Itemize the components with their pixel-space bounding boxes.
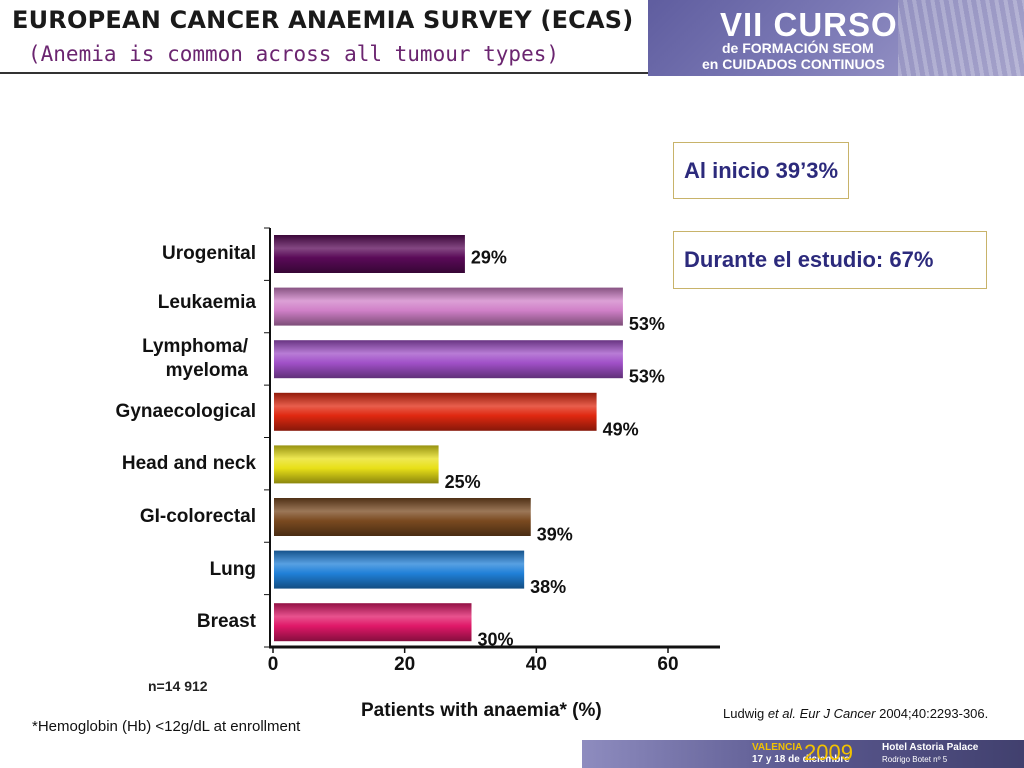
bar-3 — [274, 392, 597, 431]
data-label-5: 39% — [537, 525, 573, 545]
category-label-line: Head and neck — [121, 453, 256, 475]
banner-line2: de FORMACIÓN SEOM — [722, 40, 874, 56]
citation-ref: 2004;40:2293-306. — [875, 706, 989, 721]
bar-7 — [274, 603, 472, 642]
bar-0 — [274, 235, 465, 273]
data-label-0: 29% — [471, 248, 507, 268]
bar-2 — [274, 340, 623, 379]
category-label-0: Urogenital — [162, 242, 256, 266]
footer-dates: 17 y 18 de diciembre — [752, 754, 850, 765]
callout-during-text: Durante el estudio: 67% — [684, 247, 934, 272]
category-label-1: Leukaemia — [158, 291, 256, 315]
category-label-4: Head and neck — [122, 452, 256, 476]
category-label-5: GI-colorectal — [140, 505, 256, 529]
data-label-7: 30% — [478, 630, 514, 650]
category-label-line: Gynaecological — [115, 400, 256, 422]
bar-6 — [274, 550, 525, 589]
footer-city: VALENCIA — [752, 742, 803, 753]
x-tick-label: 0 — [268, 654, 279, 675]
x-tick-label: 40 — [526, 654, 547, 675]
x-tick-label: 20 — [394, 654, 415, 675]
data-label-2: 53% — [629, 367, 665, 387]
category-label-line: Breast — [196, 611, 256, 633]
category-label-6: Lung — [210, 558, 256, 582]
data-label-4: 25% — [445, 472, 481, 492]
data-label-3: 49% — [603, 419, 639, 439]
footer-hotel: Hotel Astoria Palace — [882, 742, 979, 753]
page-subtitle: (Anemia is common across all tumour type… — [28, 42, 560, 66]
callout-initial: Al inicio 39’3% — [673, 142, 850, 199]
bar-1 — [274, 287, 623, 326]
citation-etal: et al. — [767, 706, 796, 721]
category-label-line: Lung — [209, 558, 256, 580]
category-label-line: Leukaemia — [157, 291, 256, 313]
footer-banner: VALENCIA 17 y 18 de diciembre 2009 Hotel… — [582, 740, 1024, 768]
category-label-line: GI-colorectal — [139, 506, 256, 527]
x-axis-label: Patients with anaemia* (%) — [361, 700, 602, 721]
citation-journal: Eur J Cancer — [796, 706, 876, 721]
category-label-2: Lymphoma/myeloma — [142, 335, 248, 383]
footer-year: 2009 — [804, 740, 853, 765]
footnote: *Hemoglobin (Hb) <12g/dL at enrollment — [32, 718, 301, 735]
bar-4 — [274, 445, 439, 484]
data-label-6: 38% — [530, 577, 566, 597]
callout-initial-text: Al inicio 39’3% — [684, 157, 839, 183]
bar-5 — [274, 498, 531, 536]
building-graphic — [898, 0, 1024, 76]
title-divider — [0, 72, 648, 74]
citation: Ludwig et al. Eur J Cancer 2004;40:2293-… — [723, 706, 988, 721]
callout-during: Durante el estudio: 67% — [673, 231, 987, 289]
category-label-3: Gynaecological — [116, 400, 256, 424]
category-label-line: Urogenital — [162, 243, 256, 264]
category-label-line: myeloma — [165, 360, 248, 382]
category-label-7: Breast — [197, 610, 256, 634]
sample-size: n=14 912 — [148, 678, 208, 694]
banner-line3: en CUIDADOS CONTINUOS — [702, 56, 885, 72]
x-tick-label: 60 — [657, 654, 678, 675]
footer-address: Rodrigo Botet nº 5 — [882, 755, 948, 764]
page-title: EUROPEAN CANCER ANAEMIA SURVEY (ECAS) — [12, 6, 634, 34]
course-banner: VII CURSO de FORMACIÓN SEOM en CUIDADOS … — [648, 0, 1024, 76]
banner-line1: VII CURSO — [720, 6, 898, 43]
category-label-line: Lymphoma/ — [142, 336, 248, 358]
citation-authors: Ludwig — [723, 706, 768, 721]
data-label-1: 53% — [629, 314, 665, 334]
